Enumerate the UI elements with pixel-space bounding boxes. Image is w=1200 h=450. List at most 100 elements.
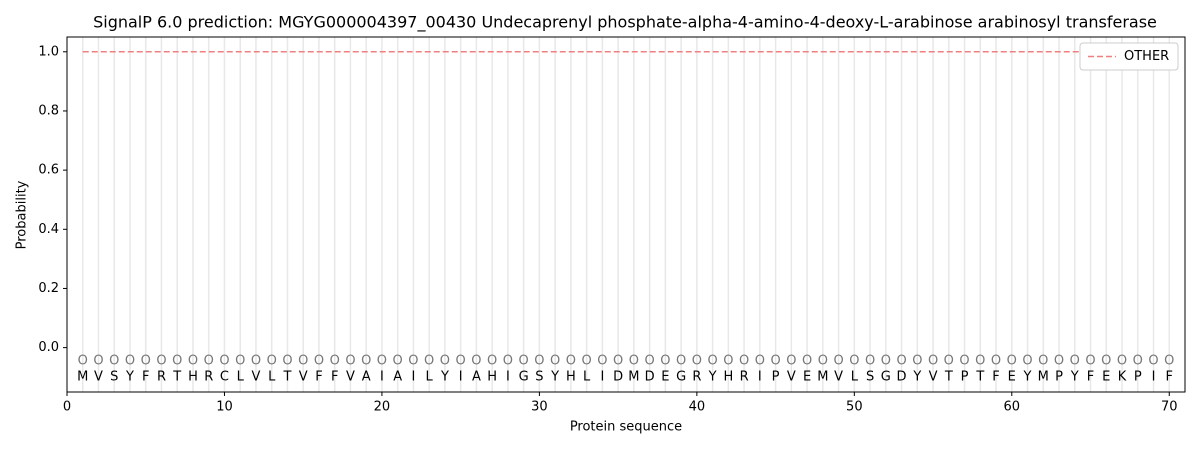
predicted-label: O <box>282 354 292 369</box>
residue-label: D <box>897 370 907 385</box>
predicted-label: O <box>534 354 544 369</box>
residue-label: A <box>362 370 371 385</box>
predicted-label: O <box>707 354 717 369</box>
predicted-label: O <box>739 354 749 369</box>
chart-title: SignalP 6.0 prediction: MGYG000004397_00… <box>93 13 1157 33</box>
residue-label: Y <box>708 370 717 385</box>
predicted-label: O <box>377 354 387 369</box>
predicted-label: O <box>959 354 969 369</box>
predicted-label: O <box>235 354 245 369</box>
residue-label: M <box>77 370 88 385</box>
predicted-label: O <box>440 354 450 369</box>
residue-label: R <box>157 370 166 385</box>
x-tick-label: 10 <box>216 400 233 415</box>
predicted-label: O <box>629 354 639 369</box>
predicted-label: O <box>1101 354 1111 369</box>
x-axis-label: Protein sequence <box>570 420 682 435</box>
predicted-label: O <box>944 354 954 369</box>
x-tick-label: 30 <box>531 400 548 415</box>
x-tick-label: 40 <box>689 400 706 415</box>
residue-label: V <box>834 370 843 385</box>
predicted-label: O <box>314 354 324 369</box>
predicted-label: O <box>723 354 733 369</box>
residue-label: V <box>299 370 308 385</box>
residue-label: A <box>393 370 402 385</box>
predicted-label: O <box>1070 354 1080 369</box>
residue-label: M <box>628 370 639 385</box>
predicted-label: O <box>172 354 182 369</box>
predicted-label: O <box>487 354 497 369</box>
plot-frame <box>66 36 1186 393</box>
predicted-label: O <box>991 354 1001 369</box>
residue-label: Y <box>1070 370 1079 385</box>
predicted-label: O <box>896 354 906 369</box>
residue-label: Y <box>550 370 559 385</box>
residue-label: H <box>188 370 198 385</box>
residue-label: F <box>315 370 322 385</box>
predicted-label: O <box>1133 354 1143 369</box>
residue-label: S <box>535 370 543 385</box>
predicted-label: O <box>109 354 119 369</box>
residue-label: I <box>459 370 463 385</box>
predicted-label: O <box>345 354 355 369</box>
residue-label: P <box>772 370 780 385</box>
residue-label: T <box>282 370 291 385</box>
residue-label: L <box>426 370 434 385</box>
predicted-label: O <box>865 354 875 369</box>
predicted-label: O <box>1038 354 1048 369</box>
y-tick-label: 0.4 <box>38 222 59 237</box>
predicted-label: O <box>645 354 655 369</box>
residue-label: F <box>992 370 999 385</box>
predicted-label: O <box>503 354 513 369</box>
residue-label: T <box>944 370 953 385</box>
y-axis-label: Probability <box>15 180 30 249</box>
residue-label: G <box>881 370 891 385</box>
residue-label: Y <box>125 370 134 385</box>
predicted-label: O <box>597 354 607 369</box>
predicted-label: O <box>1117 354 1127 369</box>
residue-label: F <box>331 370 338 385</box>
predicted-label: O <box>1085 354 1095 369</box>
y-tick-label: 0.8 <box>38 103 59 118</box>
predicted-label: O <box>219 354 229 369</box>
residue-label: K <box>1118 370 1127 385</box>
residue-label: M <box>1038 370 1049 385</box>
residue-label: S <box>110 370 118 385</box>
residue-label: F <box>1087 370 1094 385</box>
y-tick-label: 0.0 <box>38 340 59 355</box>
predicted-label: O <box>330 354 340 369</box>
residue-label: Y <box>440 370 449 385</box>
x-tick-label: 50 <box>846 400 863 415</box>
residue-label: I <box>600 370 604 385</box>
residue-label: I <box>1152 370 1156 385</box>
residue-label: P <box>1055 370 1063 385</box>
predicted-label: O <box>849 354 859 369</box>
residue-label: D <box>645 370 655 385</box>
x-tick-label: 60 <box>1004 400 1021 415</box>
residue-label: L <box>268 370 276 385</box>
y-tick-label: 1.0 <box>38 44 59 59</box>
residue-label: V <box>94 370 103 385</box>
residue-label: P <box>961 370 969 385</box>
residue-label: I <box>758 370 762 385</box>
x-tick-label: 20 <box>374 400 391 415</box>
predicted-label: O <box>676 354 686 369</box>
residue-label: P <box>1134 370 1142 385</box>
residue-label: Y <box>912 370 921 385</box>
residue-label: M <box>817 370 828 385</box>
predicted-label: O <box>692 354 702 369</box>
predicted-label: O <box>660 354 670 369</box>
predicted-label: O <box>456 354 466 369</box>
residue-label: V <box>929 370 938 385</box>
residue-label: E <box>803 370 811 385</box>
predicted-label: O <box>204 354 214 369</box>
residue-label: V <box>787 370 796 385</box>
residue-label: A <box>472 370 481 385</box>
residue-label: G <box>519 370 529 385</box>
predicted-label: O <box>613 354 623 369</box>
residue-label: S <box>866 370 874 385</box>
predicted-label: O <box>141 354 151 369</box>
predicted-label: O <box>424 354 434 369</box>
x-tick-label: 0 <box>63 400 71 415</box>
residue-label: H <box>566 370 576 385</box>
